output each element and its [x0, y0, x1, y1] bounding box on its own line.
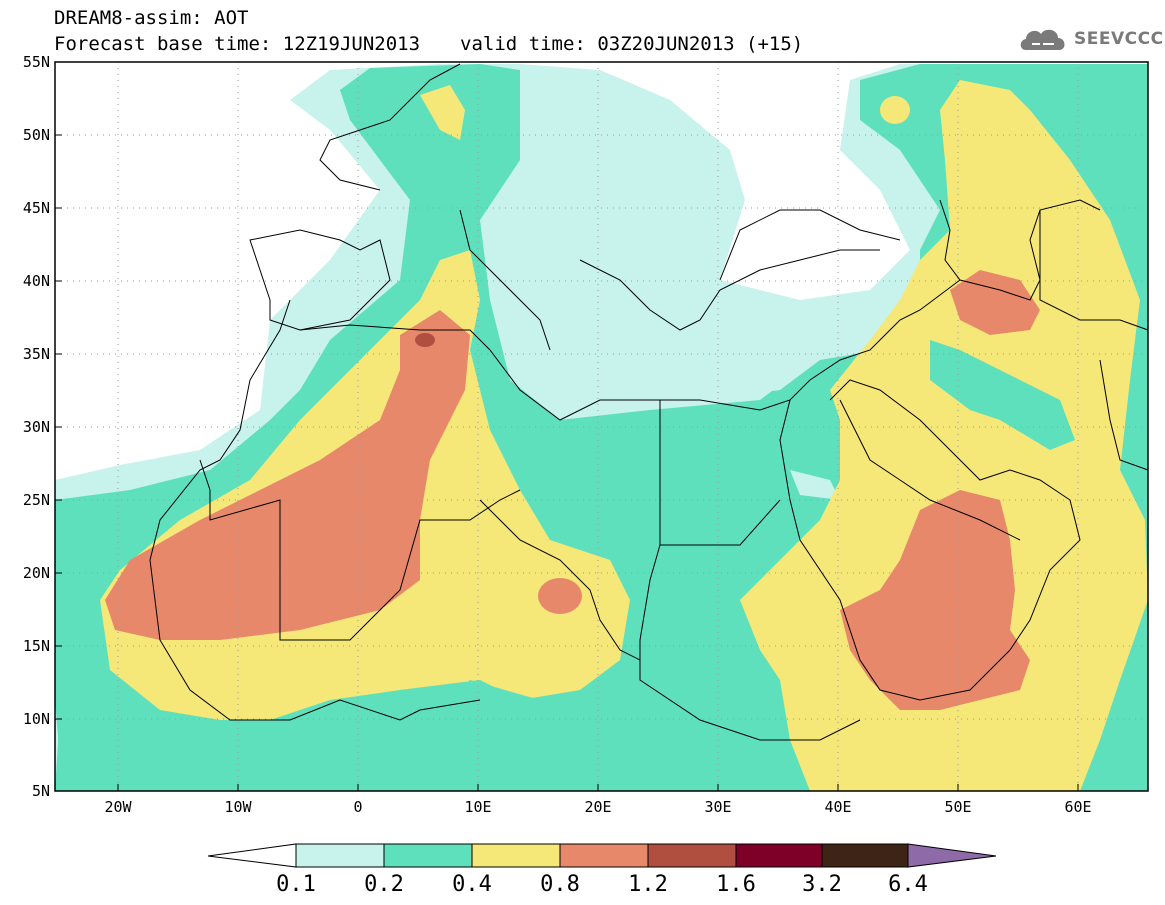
colorbar-label: 3.2 [802, 872, 842, 897]
lon-label: 0 [353, 798, 362, 816]
lat-label: 20N [23, 564, 50, 582]
colorbar-segment-high [907, 843, 997, 868]
lat-label: 30N [23, 418, 50, 436]
aot-contour-0.2-sahel [55, 680, 790, 791]
colorbar-segment [647, 843, 737, 868]
lon-label: 20E [584, 798, 611, 816]
lon-labels: 20W 10W 0 10E 20E 30E 40E 50E 60E [104, 798, 1091, 816]
lon-label: 10E [464, 798, 491, 816]
colorbar-label: 1.6 [716, 872, 756, 897]
aot-contour-0.8-chad [538, 578, 582, 614]
colorbar-segment [383, 843, 473, 868]
colorbar-segment [821, 843, 909, 868]
colorbar [207, 843, 997, 868]
colorbar-label: 6.4 [888, 872, 928, 897]
lon-label: 50E [944, 798, 971, 816]
aot-contour-0.8-caspian [950, 270, 1040, 335]
colorbar-segment [295, 843, 385, 868]
coastlines [149, 63, 1148, 741]
lat-label: 5N [32, 782, 50, 800]
lat-label: 10N [23, 710, 50, 728]
lon-label: 10W [224, 798, 252, 816]
aot-contour-1.2 [415, 333, 435, 347]
seevccc-logo: SEEVCCC [1018, 24, 1164, 54]
lat-labels: 55N 50N 45N 40N 35N 30N 25N 20N 15N 10N … [23, 53, 50, 800]
aot-contour-0.2-inner [930, 340, 1075, 450]
lon-label: 60E [1064, 798, 1091, 816]
base-time: Forecast base time: 12Z19JUN2013 [54, 33, 421, 55]
lat-label: 25N [23, 491, 50, 509]
cloud-icon [1020, 29, 1065, 50]
colorbar-label: 1.2 [628, 872, 668, 897]
lat-label: 50N [23, 126, 50, 144]
lat-label: 45N [23, 199, 50, 217]
colorbar-segment [559, 843, 649, 868]
colorbar-label: 0.8 [540, 872, 580, 897]
aot-contour-0.8-west [105, 310, 470, 640]
grid-lines [55, 62, 1148, 791]
aot-contour-0.8-arabia [840, 490, 1030, 710]
lat-label: 15N [23, 637, 50, 655]
lon-label: 20W [104, 798, 132, 816]
lat-label: 35N [23, 345, 50, 363]
valid-time: valid time: 03Z20JUN2013 (+15) [460, 33, 804, 55]
aot-contour-0.1-inner [640, 280, 900, 400]
map-title: DREAM8-assim: AOT [54, 7, 249, 29]
colorbar-label: 0.1 [276, 872, 316, 897]
time-info: Forecast base time: 12Z19JUN2013 valid ti… [54, 34, 803, 55]
aot-contour-0.4-blob-b [685, 570, 735, 600]
lon-label: 30E [704, 798, 731, 816]
colorbar-segment-low [207, 843, 297, 868]
aot-contour-0.4-blob-a [880, 96, 910, 124]
aot-contour-0.1-red-sea [790, 470, 840, 500]
lon-label: 40E [824, 798, 851, 816]
colorbar-segment [471, 843, 561, 868]
lat-label: 55N [23, 53, 50, 71]
colorbar-segment [735, 843, 823, 868]
lat-label: 40N [23, 272, 50, 290]
colorbar-label: 0.4 [452, 872, 492, 897]
axis-ticks [55, 61, 1079, 792]
colorbar-label: 0.2 [364, 872, 404, 897]
aot-contour-0.4-netherlands [420, 85, 465, 140]
logo-text: SEEVCCC [1074, 29, 1164, 49]
